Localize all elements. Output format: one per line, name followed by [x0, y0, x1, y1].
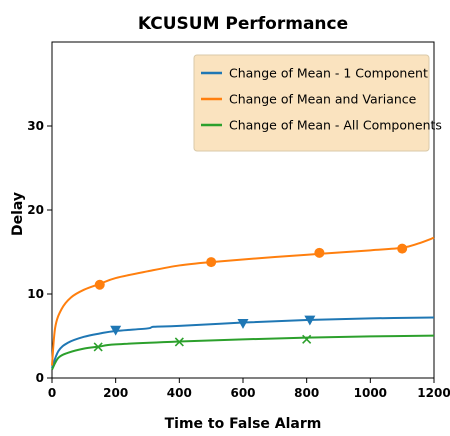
series-3-marker-stroke — [302, 334, 312, 344]
series-line-2 — [51, 236, 435, 366]
series-3-marker-stroke — [93, 342, 103, 352]
legend-entry-3: Change of Mean - All Components — [229, 118, 442, 133]
x-tick-label: 800 — [294, 386, 319, 400]
series-2-marker — [206, 257, 217, 268]
x-axis-ticks: 0 200 400 600 800 1000 1200 — [48, 378, 450, 400]
series-1-marker — [110, 325, 122, 336]
legend-box — [193, 54, 430, 152]
x-tick-label: 0 — [48, 386, 56, 400]
legend-entry-2: Change of Mean and Variance — [229, 92, 417, 107]
series-3-marker — [174, 337, 184, 347]
y-tick-label: 0 — [36, 371, 44, 385]
series-1-marker — [304, 315, 316, 326]
series-2-marker — [94, 279, 105, 290]
series-3-marker-stroke — [174, 337, 184, 347]
x-tick-label: 1000 — [354, 386, 387, 400]
x-tick-label: 1200 — [417, 386, 450, 400]
x-tick-label: 200 — [103, 386, 128, 400]
series-layer — [51, 236, 435, 371]
y-tick-label: 30 — [27, 119, 44, 133]
series-line-3 — [51, 334, 435, 371]
y-axis-ticks: 0 10 20 30 — [27, 119, 52, 385]
x-tick-label: 400 — [167, 386, 192, 400]
x-axis-label: Time to False Alarm — [165, 416, 322, 432]
legend: Change of Mean - 1 Component Change of Me… — [193, 54, 442, 152]
y-axis-label: Delay — [10, 192, 26, 236]
series-line-1 — [51, 316, 435, 369]
y-tick-label: 10 — [27, 287, 44, 301]
series-3-marker — [302, 334, 312, 344]
series-3-marker — [93, 342, 103, 352]
y-tick-label: 20 — [27, 203, 44, 217]
chart-title: KCUSUM Performance — [138, 14, 348, 34]
x-tick-label: 600 — [230, 386, 255, 400]
series-2-marker — [397, 243, 408, 254]
series-2-marker — [314, 247, 325, 258]
series-1-marker — [237, 319, 249, 329]
legend-entry-1: Change of Mean - 1 Component — [229, 66, 428, 81]
